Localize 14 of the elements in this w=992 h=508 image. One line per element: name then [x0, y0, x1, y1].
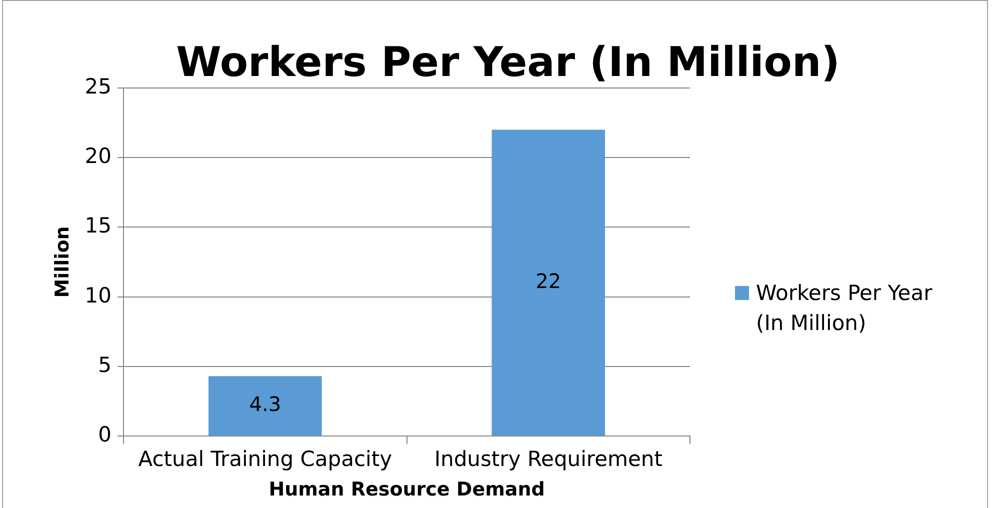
y-axis-title: Million	[51, 226, 74, 298]
legend-label: Workers Per Year (In Million)	[756, 280, 934, 337]
y-tick-label: 0	[98, 422, 112, 446]
y-tick-label: 25	[84, 74, 112, 98]
y-tick-label: 20	[84, 144, 112, 168]
x-axis-title: Human Resource Demand	[268, 478, 545, 501]
y-tick-label: 5	[98, 352, 112, 377]
chart-title: Workers Per Year (In Million)	[176, 38, 840, 86]
y-tick-label: 10	[84, 283, 112, 308]
y-tick-label: 15	[84, 214, 112, 238]
x-tick-label: Actual Training Capacity	[138, 447, 392, 472]
data-label: 4.3	[249, 392, 282, 416]
data-label: 22	[536, 268, 562, 293]
x-tick-label: Industry Requirement	[434, 447, 662, 472]
